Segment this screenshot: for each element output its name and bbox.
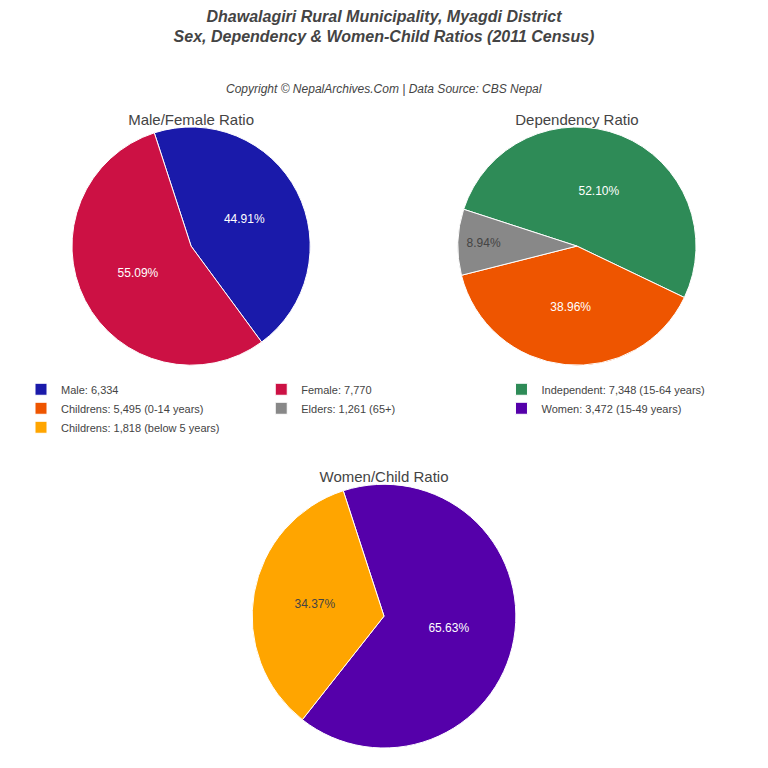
svg-text:Male/Female Ratio: Male/Female Ratio bbox=[128, 111, 254, 128]
svg-text:8.94%: 8.94% bbox=[467, 236, 501, 250]
svg-text:Women: 3,472 (15-49 years): Women: 3,472 (15-49 years) bbox=[541, 403, 681, 415]
svg-text:34.37%: 34.37% bbox=[295, 597, 336, 611]
svg-text:38.96%: 38.96% bbox=[550, 300, 591, 314]
svg-text:Dhawalagiri Rural Municipality: Dhawalagiri Rural Municipality, Myagdi D… bbox=[174, 8, 595, 46]
svg-text:Copyright © NepalArchives.Com: Copyright © NepalArchives.Com | Data Sou… bbox=[226, 82, 542, 96]
svg-text:Female: 7,770: Female: 7,770 bbox=[301, 384, 371, 396]
svg-text:Childrens: 5,495 (0-14 years): Childrens: 5,495 (0-14 years) bbox=[61, 403, 203, 415]
svg-text:Women/Child Ratio: Women/Child Ratio bbox=[320, 468, 449, 485]
svg-text:55.09%: 55.09% bbox=[118, 266, 159, 280]
svg-text:Childrens: 1,818 (below 5 year: Childrens: 1,818 (below 5 years) bbox=[61, 422, 219, 434]
svg-text:Elders: 1,261 (65+): Elders: 1,261 (65+) bbox=[301, 403, 395, 415]
svg-text:Dependency Ratio: Dependency Ratio bbox=[515, 111, 638, 128]
svg-text:44.91%: 44.91% bbox=[224, 212, 265, 226]
svg-text:52.10%: 52.10% bbox=[579, 184, 620, 198]
svg-text:Male: 6,334: Male: 6,334 bbox=[61, 384, 118, 396]
svg-text:Independent: 7,348 (15-64 year: Independent: 7,348 (15-64 years) bbox=[541, 384, 704, 396]
svg-text:65.63%: 65.63% bbox=[428, 621, 469, 635]
